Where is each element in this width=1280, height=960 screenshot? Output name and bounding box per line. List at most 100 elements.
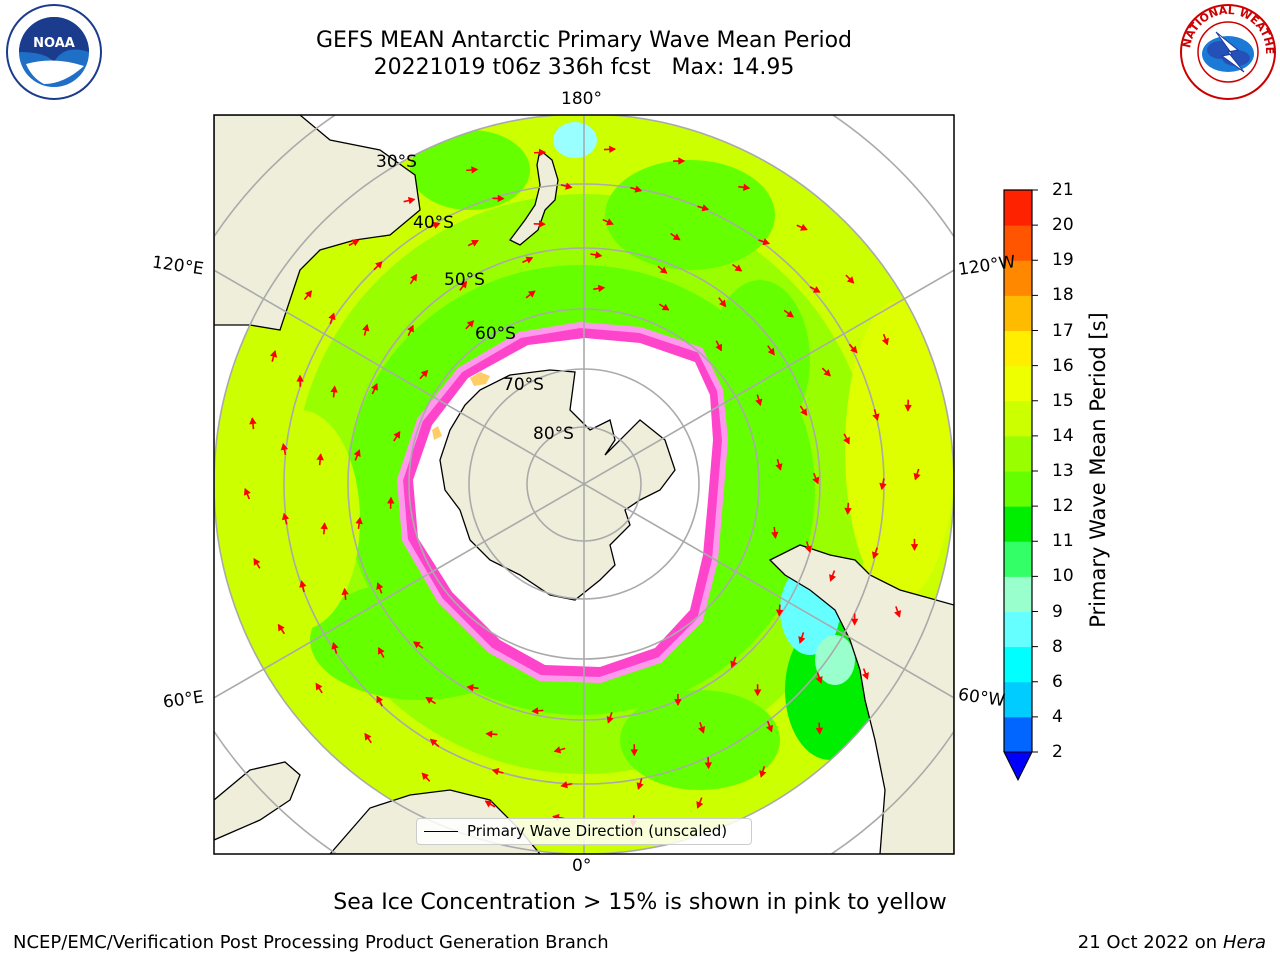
wave-arrow-head xyxy=(910,544,919,551)
wave-arrow-head xyxy=(484,800,493,808)
wave-arrow-head xyxy=(331,642,339,650)
wave-arrow-head xyxy=(375,261,383,269)
colorbar-tick-label: 6 xyxy=(1052,671,1063,692)
wave-arrow-head xyxy=(743,183,751,192)
wave-arrow-head xyxy=(715,343,722,352)
wave-arrow-head xyxy=(701,204,710,212)
wave-arrow-head xyxy=(823,369,831,377)
wave-arrow-head xyxy=(661,303,670,311)
wave-arrow-head xyxy=(766,724,774,733)
wave-arrow-head xyxy=(525,256,534,264)
colorbar-segment xyxy=(1004,506,1032,542)
wave-arrow-head xyxy=(850,618,859,626)
lat-label-80s: 80°S xyxy=(533,424,574,444)
wave-arrow-head xyxy=(466,683,474,692)
wave-arrow-head xyxy=(755,398,763,407)
wave-arrow-head xyxy=(696,801,704,809)
wave-arrow-head xyxy=(759,770,767,778)
wave-arrow-head xyxy=(904,404,912,412)
graticule xyxy=(214,115,954,854)
wave-arrow-head xyxy=(328,312,336,321)
wave-arrow-head xyxy=(775,463,783,471)
wave-arrow-head xyxy=(800,223,808,231)
colorbar xyxy=(1003,189,1038,782)
wave-arrow-head xyxy=(362,323,370,332)
wave-arrow-head xyxy=(634,185,643,193)
colorbar-segment xyxy=(1004,681,1032,718)
wave-arrow-head xyxy=(429,738,438,746)
wave-arrow-head xyxy=(421,772,429,781)
wave-arrow-head xyxy=(538,220,546,228)
wave-arrow-head xyxy=(730,660,738,669)
wave-arrow-head xyxy=(341,587,349,596)
legend-label: Primary Wave Direction (unscaled) xyxy=(467,822,728,840)
wave-arrow-head xyxy=(376,695,384,704)
wave-arrow-head xyxy=(378,646,385,655)
wave-arrow-head xyxy=(753,689,762,697)
colorbar-tick-label: 16 xyxy=(1052,355,1074,376)
colorbar-tick-label: 20 xyxy=(1052,215,1074,236)
wave-arrow-head xyxy=(762,238,770,246)
wave-arrow-head xyxy=(609,145,617,154)
wave-arrow-head xyxy=(471,166,479,174)
wave-arrow-head xyxy=(894,610,902,618)
legend-line-sample xyxy=(424,831,458,832)
wave-arrow-head xyxy=(553,746,562,754)
colorbar-segment xyxy=(1004,330,1032,367)
colorbar-segment xyxy=(1004,365,1032,402)
wave-arrow-head xyxy=(636,782,644,790)
colorbar-segment xyxy=(1004,400,1032,437)
wave-arrow-head xyxy=(815,676,823,684)
wave-arrow-head xyxy=(407,196,416,205)
footer-machine: Hera xyxy=(1222,932,1266,953)
wave-arrow-head xyxy=(527,290,536,298)
wave-arrow-head xyxy=(560,781,568,789)
wave-arrow-head xyxy=(471,239,479,247)
colorbar-tick-label: 10 xyxy=(1052,566,1074,587)
colorbar-segment xyxy=(1004,225,1032,261)
wave-arrow-head xyxy=(804,545,812,553)
wave-arrow-head xyxy=(432,221,441,229)
colorbar-tick-label: 21 xyxy=(1052,180,1074,200)
wave-arrow-head xyxy=(466,320,475,328)
colorbar-segment xyxy=(1004,260,1032,296)
colorbar-segment xyxy=(1004,576,1032,612)
wave-arrow-head xyxy=(304,290,313,298)
wave-arrow-head xyxy=(296,374,304,382)
colorbar-tick-label: 15 xyxy=(1052,390,1074,411)
chart-subtitle: 20221019 t06z 336h fcst Max: 14.95 xyxy=(373,55,795,80)
colorbar-segment xyxy=(1004,646,1032,683)
footer-credit: NCEP/EMC/Verification Post Processing Pr… xyxy=(13,932,609,953)
wave-arrow-head xyxy=(630,749,638,757)
wave-arrow-head xyxy=(497,194,505,203)
footer-date: 21 Oct 2022 on Hera xyxy=(1078,932,1266,953)
wave-arrow-head xyxy=(674,699,682,706)
wave-arrow-head xyxy=(491,768,500,776)
wave-arrow-head xyxy=(659,266,668,274)
wave-arrow-head xyxy=(277,623,285,632)
colorbar-tick-label: 11 xyxy=(1052,531,1074,552)
colorbar-segment xyxy=(1004,611,1032,648)
wave-arrow-head xyxy=(812,286,821,293)
colorbar-segment xyxy=(1004,716,1032,753)
colorbar-segment xyxy=(1004,471,1032,507)
colorbar-tick-label: 2 xyxy=(1052,742,1063,762)
wave-arrow-head xyxy=(881,337,889,346)
wave-arrow-head xyxy=(595,251,603,259)
wave-arrow-head xyxy=(269,350,278,358)
wave-arrow-head xyxy=(767,347,775,356)
wave-arrow-head xyxy=(871,551,879,560)
lat-label-30s: 30°S xyxy=(376,152,417,172)
colorbar-tick-label: 9 xyxy=(1052,601,1063,622)
wave-arrow-head xyxy=(376,582,384,590)
wave-arrow-head xyxy=(299,580,307,588)
colorbar-tick-label: 13 xyxy=(1052,461,1074,481)
wave-arrow-head xyxy=(798,636,806,644)
wave-arrow-head xyxy=(371,383,378,391)
colorbar-tick-label: 19 xyxy=(1052,250,1074,271)
wave-arrow-head xyxy=(531,707,539,715)
wave-arrow-head xyxy=(387,496,395,504)
lat-label-70s: 70°S xyxy=(503,375,544,395)
noaa-logo-icon: NOAA xyxy=(6,4,102,100)
wave-arrow-head xyxy=(775,609,784,617)
